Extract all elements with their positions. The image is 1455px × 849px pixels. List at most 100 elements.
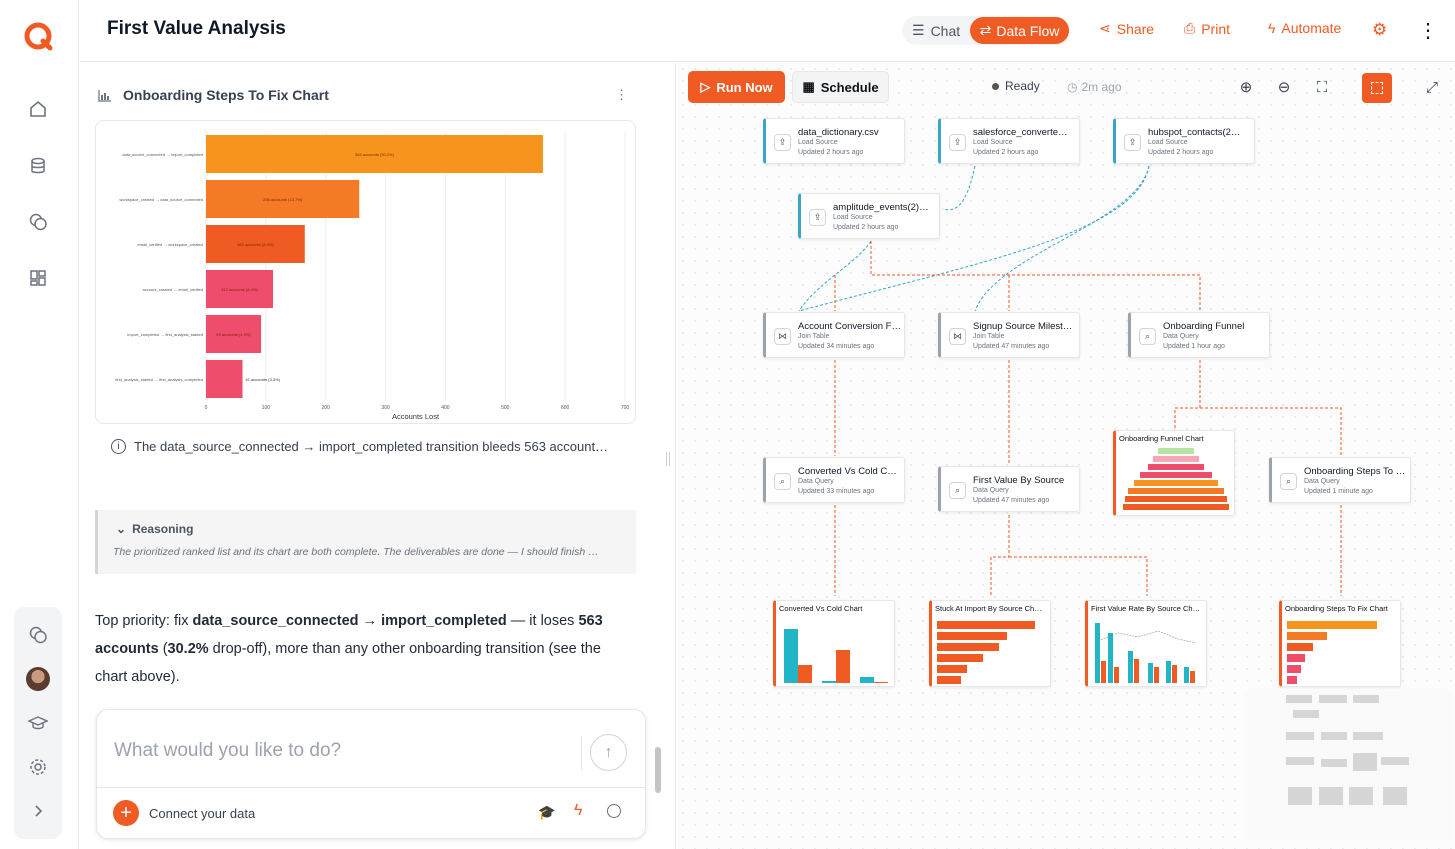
category-label: account_created → email_verified bbox=[143, 287, 203, 292]
info-icon: i bbox=[111, 439, 126, 454]
lightning-icon[interactable]: ϟ bbox=[574, 802, 583, 819]
flow-icon: ⇄ bbox=[979, 22, 992, 38]
data-flow-canvas[interactable]: ▷ Run Now ▦ Schedule Ready ◷ 2m ago ⊕ ⊖ ⛶ ⤢… bbox=[677, 63, 1455, 849]
prompt-input-box[interactable]: What would you like to do? ↑ + Connect y… bbox=[96, 709, 646, 839]
messages-icon[interactable] bbox=[24, 621, 52, 649]
steps-thumbnail bbox=[1287, 621, 1377, 684]
flow-node-salesforce[interactable]: ⇪ salesforce_converte… Load Source Updated … bbox=[938, 118, 1080, 164]
chart-node-converted-vs-cold[interactable]: Converted Vs Cold Chart bbox=[773, 600, 895, 687]
chat-tab[interactable]: ☰ Chat bbox=[912, 22, 961, 39]
database-icon[interactable] bbox=[24, 152, 52, 180]
flow-node-onboarding-funnel[interactable]: ⌕ Onboarding Funnel Data Query Updated 1 ho… bbox=[1128, 312, 1270, 358]
connect-data-button[interactable]: + Connect your data bbox=[113, 800, 255, 826]
clock-icon: ◷ bbox=[1067, 80, 1078, 94]
query-icon: ⌕ bbox=[949, 482, 966, 499]
category-label: first_analysis_started → first_analysis_… bbox=[115, 377, 203, 382]
automate-button[interactable]: ϟ Automate bbox=[1268, 20, 1342, 36]
chart-insight: i The data_source_connected → import_com… bbox=[111, 439, 611, 454]
dashboard-icon[interactable] bbox=[24, 264, 52, 292]
chart-node-onboarding-funnel[interactable]: Onboarding Funnel Chart bbox=[1113, 430, 1235, 516]
expand-chevron-icon[interactable] bbox=[24, 797, 52, 825]
avatar[interactable] bbox=[26, 667, 50, 691]
input-separator bbox=[97, 787, 645, 788]
home-icon[interactable] bbox=[24, 95, 52, 123]
panel-resize-handle[interactable] bbox=[666, 452, 670, 466]
funnel-thumbnail bbox=[1123, 448, 1229, 510]
plus-icon: + bbox=[113, 800, 139, 826]
first-value-thumbnail bbox=[1095, 623, 1197, 683]
chart-icon bbox=[98, 89, 112, 102]
category-label: data_source_connected → import_completed bbox=[122, 152, 203, 157]
bar bbox=[206, 135, 543, 173]
category-label: import_completed → first_analysis_starte… bbox=[127, 332, 203, 337]
run-now-button[interactable]: ▷ Run Now bbox=[688, 71, 785, 103]
data-label: 165 accounts (8.9%) bbox=[237, 242, 274, 247]
settings-gear-icon[interactable]: ⚙ bbox=[1372, 20, 1388, 39]
x-tick-label: 700 bbox=[621, 405, 630, 411]
flow-node-converted-vs-cold[interactable]: ⌕ Converted Vs Cold C… Data Query Updated 3… bbox=[763, 457, 905, 503]
more-options-icon[interactable]: ⋮ bbox=[1418, 20, 1438, 42]
select-mode-icon[interactable] bbox=[1362, 73, 1392, 103]
flow-node-first-value-by-source[interactable]: ⌕ First Value By Source Data Query Updated … bbox=[938, 466, 1080, 512]
zoom-out-icon[interactable]: ⊖ bbox=[1277, 79, 1291, 96]
expand-icon[interactable]: ⤢ bbox=[1425, 78, 1438, 96]
print-button[interactable]: ⎙ Print bbox=[1184, 20, 1230, 37]
prompt-input[interactable]: What would you like to do? bbox=[114, 740, 342, 761]
bar bbox=[206, 315, 262, 353]
x-tick-label: 400 bbox=[441, 405, 450, 411]
flow-node-onboarding-steps[interactable]: ⌕ Onboarding Steps To … Data Query Updated … bbox=[1269, 457, 1411, 503]
flow-node-signup-source[interactable]: ⋈ Signup Source Milest… Join Table Updated … bbox=[938, 312, 1080, 358]
nav-rail bbox=[0, 0, 79, 849]
category-label: email_verified → workspace_created bbox=[137, 242, 203, 247]
play-icon: ▷ bbox=[700, 79, 711, 94]
status-badge: Ready bbox=[992, 79, 1040, 93]
flow-edges bbox=[798, 165, 1342, 596]
flow-node-amplitude[interactable]: ⇪ amplitude_events(2)… Load Source Updated … bbox=[798, 193, 940, 239]
fit-view-icon[interactable]: ⛶ bbox=[1316, 78, 1328, 96]
share-button[interactable]: ⋖ Share bbox=[1099, 20, 1155, 37]
x-tick-label: 100 bbox=[262, 405, 271, 411]
data-label: 61 accounts (3.3%) bbox=[246, 377, 281, 382]
reasoning-block[interactable]: ⌄ Reasoning The prioritized ranked list a… bbox=[95, 510, 636, 574]
data-flow-tab[interactable]: ⇄ Data Flow bbox=[970, 17, 1069, 44]
chat-icon[interactable] bbox=[24, 208, 52, 236]
flow-node-hubspot[interactable]: ⇪ hubspot_contacts(2… Load Source Updated 2… bbox=[1113, 118, 1255, 164]
bar bbox=[206, 180, 360, 218]
chart-node-stuck-at-import[interactable]: Stuck At Import By Source Ch… bbox=[929, 600, 1051, 687]
learn-icon[interactable]: 🎓 bbox=[538, 804, 556, 820]
stuck-thumbnail bbox=[937, 621, 1035, 684]
x-tick-label: 300 bbox=[381, 405, 390, 411]
print-icon: ⎙ bbox=[1184, 20, 1196, 36]
x-tick-label: 0 bbox=[205, 405, 208, 411]
schedule-button[interactable]: ▦ Schedule bbox=[792, 71, 889, 103]
chart-node-onboarding-steps[interactable]: Onboarding Steps To Fix Chart bbox=[1279, 600, 1401, 687]
assistant-summary: Top priority: fix data_source_connected … bbox=[95, 613, 603, 685]
x-tick-label: 600 bbox=[561, 405, 570, 411]
minimap[interactable] bbox=[1245, 691, 1453, 841]
flow-node-account-conversion[interactable]: ⋈ Account Conversion F… Join Table Updated … bbox=[763, 312, 905, 358]
top-header: First Value Analysis ☰ Chat ⇄ Data Flow ⋖ S… bbox=[80, 0, 1455, 62]
conversation-panel: Onboarding Steps To Fix Chart ⋮ 0 100 200 3… bbox=[80, 63, 676, 849]
zoom-in-icon[interactable]: ⊕ bbox=[1239, 79, 1253, 96]
category-label: workspace_created → data_source_connecte… bbox=[119, 197, 203, 202]
history-icon[interactable] bbox=[607, 804, 621, 818]
data-label: 256 accounts (13.7%) bbox=[263, 197, 303, 202]
input-divider bbox=[581, 736, 582, 770]
lightning-icon: ϟ bbox=[1268, 20, 1276, 36]
app-logo[interactable] bbox=[23, 21, 53, 51]
settings-icon[interactable] bbox=[24, 753, 52, 781]
send-button[interactable]: ↑ bbox=[590, 734, 627, 771]
graduation-cap-icon[interactable] bbox=[24, 709, 52, 737]
bar bbox=[206, 360, 243, 398]
calendar-icon: ▦ bbox=[802, 79, 815, 94]
chevron-down-icon: ⌄ bbox=[116, 522, 127, 536]
share-icon: ⋖ bbox=[1099, 20, 1111, 36]
scrollbar-thumb[interactable] bbox=[655, 747, 661, 793]
bar-chart: 0 100 200 300 400 500 600 700 data_source_connec… bbox=[95, 120, 636, 424]
status-dot bbox=[992, 82, 999, 90]
chart-node-first-value-rate[interactable]: First Value Rate By Source Ch… bbox=[1085, 600, 1207, 687]
flow-node-data-dictionary[interactable]: ⇪ data_dictionary.csv Load Source Updated 2… bbox=[763, 118, 905, 164]
chart-menu-icon[interactable]: ⋮ bbox=[615, 87, 628, 102]
upload-icon: ⇪ bbox=[774, 134, 791, 151]
bar bbox=[206, 225, 305, 263]
